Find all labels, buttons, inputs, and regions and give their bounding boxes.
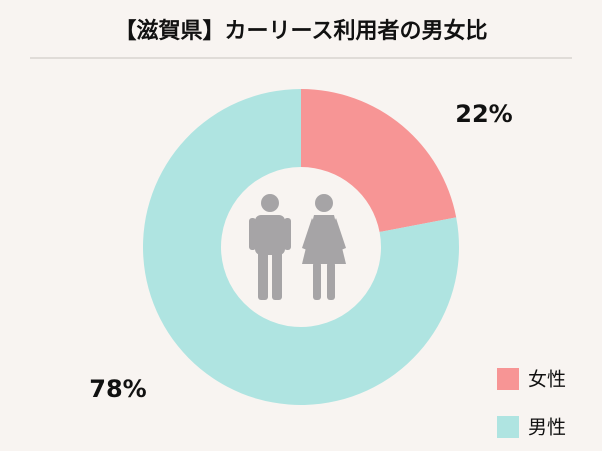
legend-swatch xyxy=(497,368,519,390)
donut-slice xyxy=(301,89,457,233)
woman-arm xyxy=(302,218,346,250)
legend-label: 女性 xyxy=(528,369,566,391)
legend-label: 男性 xyxy=(528,417,566,439)
donut xyxy=(142,89,459,405)
woman-head xyxy=(315,194,333,212)
donut-slice xyxy=(142,89,459,405)
chart-title: 【滋賀県】カーリース利用者の男女比 xyxy=(115,18,488,44)
man-body xyxy=(255,215,285,255)
man-arm xyxy=(249,218,256,250)
woman-leg xyxy=(327,262,335,300)
man-leg xyxy=(258,250,268,300)
man-head xyxy=(261,194,279,212)
man-leg xyxy=(272,250,282,300)
value-label: 78% xyxy=(89,375,146,403)
woman-leg xyxy=(313,262,321,300)
people-icon xyxy=(249,194,346,300)
man-arm xyxy=(284,218,291,250)
legend-swatch xyxy=(497,416,519,438)
value-label: 22% xyxy=(455,100,512,128)
